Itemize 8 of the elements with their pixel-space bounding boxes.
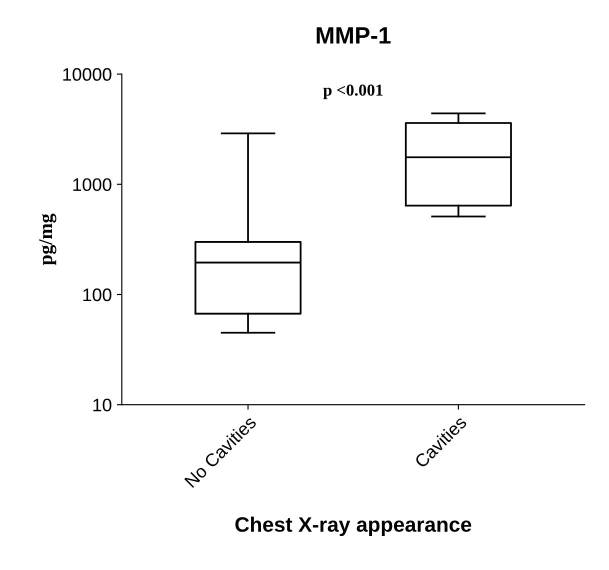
y-tick-label: 10000 — [63, 68, 112, 81]
y-axis-title: pg/mg — [39, 214, 56, 266]
y-tick-label: 1000 — [73, 178, 112, 192]
chart-title: MMP-1 — [316, 27, 391, 44]
x-axis-title: Chest X-ray appearance — [235, 516, 472, 536]
annotation: p <0.001 — [323, 84, 383, 100]
y-tick-label: 10 — [93, 398, 112, 412]
y-tick-label: 100 — [83, 288, 112, 302]
